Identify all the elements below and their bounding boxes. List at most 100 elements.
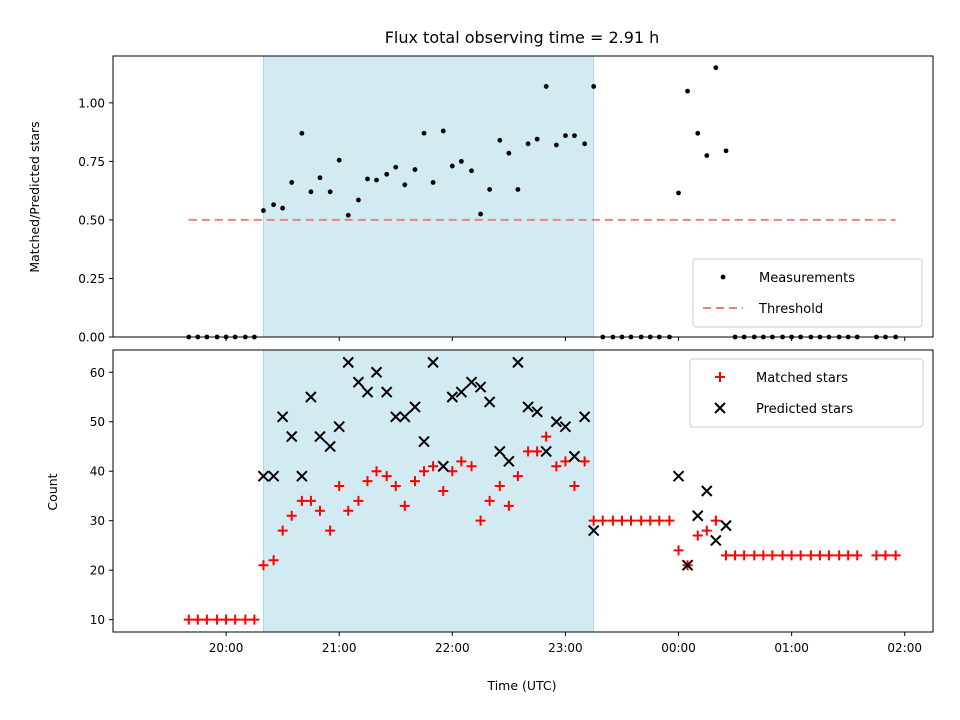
bottom-series-1-point	[352, 376, 365, 388]
bottom-legend-label: Matched stars	[756, 371, 848, 386]
bottom-legend: Matched stars Predicted stars	[689, 358, 924, 428]
bottom-series-1-point	[381, 386, 393, 398]
bottom-series-1-point	[370, 366, 383, 378]
top-series-0-point	[440, 128, 446, 134]
x-tick-label: 22:00	[435, 641, 470, 655]
bottom-series-0-point	[286, 510, 297, 521]
top-y-tick-label: 0.00	[78, 331, 105, 345]
bottom-series-1-point	[267, 470, 280, 482]
bottom-series-0-point	[532, 446, 543, 457]
bottom-series-1-point	[390, 411, 402, 423]
top-series-0-point	[704, 153, 710, 158]
bottom-series-1-point	[465, 376, 478, 388]
bottom-series-0-point	[183, 614, 194, 625]
bottom-series-0-point	[296, 495, 307, 506]
bottom-series-1-point	[361, 386, 374, 398]
bottom-series-0-point	[512, 471, 523, 482]
bottom-series-0-point	[343, 505, 354, 516]
top-series-0-point	[402, 182, 408, 188]
x-tick-label: 01:00	[774, 641, 809, 655]
bottom-series-1-point	[531, 406, 543, 418]
bottom-series-0-point	[880, 550, 891, 561]
bottom-series-1-point	[503, 455, 515, 468]
bottom-series-1-point	[559, 420, 572, 433]
bottom-series-0-point	[551, 461, 562, 472]
top-legend-label: Threshold	[758, 302, 823, 317]
bottom-series-0-point	[456, 456, 467, 467]
bottom-series-0-point	[314, 505, 325, 516]
top-legend-label: Measurements	[759, 271, 855, 286]
x-tick-label: 21:00	[322, 641, 357, 655]
bottom-series-0-point	[852, 550, 863, 561]
bottom-series-1-point	[296, 470, 308, 482]
bottom-series-0-point	[805, 550, 816, 561]
bottom-series-1-point	[701, 485, 713, 497]
bottom-series-0-point	[390, 481, 401, 492]
bottom-series-1-point	[276, 411, 289, 423]
top-series-0-point	[261, 208, 266, 213]
bottom-series-0-point	[786, 550, 797, 561]
top-series-0-point	[723, 148, 729, 154]
top-series-0-point	[271, 202, 277, 208]
bottom-series-0-point	[701, 525, 712, 536]
top-series-0-point	[384, 171, 390, 177]
bottom-series-0-point	[890, 550, 901, 561]
bottom-series-1-point	[285, 430, 298, 443]
top-series-0-point	[695, 130, 701, 136]
bottom-series-0-point	[466, 461, 477, 472]
bottom-series-0-point	[249, 614, 260, 625]
top-panel: 0.00 0.25 0.50 0.75 1.00 Measurements Threshol…	[78, 55, 934, 345]
top-series-0-point	[430, 180, 436, 185]
bottom-series-0-point	[664, 515, 675, 526]
top-y-tick-label: 0.25	[78, 272, 105, 286]
bottom-legend-label: Predicted stars	[756, 402, 853, 417]
x-tick-label: 20:00	[209, 641, 244, 655]
bottom-series-0-point	[230, 614, 241, 625]
top-legend: Measurements Threshold	[692, 258, 923, 328]
top-series-0-point	[299, 130, 305, 136]
bottom-series-0-point	[843, 550, 854, 561]
bottom-series-0-point	[597, 515, 608, 526]
bottom-series-0-point	[777, 550, 788, 561]
top-series-0-point	[317, 175, 323, 181]
bottom-y-tick-label: 50	[90, 415, 105, 429]
bottom-series-0-point	[305, 495, 316, 506]
top-series-0-point	[685, 88, 690, 94]
bottom-series-0-point	[739, 550, 750, 561]
bottom-y-tick-label: 10	[90, 613, 105, 627]
bottom-series-0-point	[494, 481, 505, 492]
top-series-0-point	[553, 142, 559, 148]
x-axis-label: Time (UTC)	[486, 678, 556, 693]
bottom-series-0-point	[362, 476, 373, 487]
top-series-0-point	[506, 150, 512, 156]
bottom-series-0-point	[475, 515, 486, 526]
bottom-series-0-point	[334, 481, 345, 492]
bottom-legend-marker-0	[715, 372, 725, 382]
bottom-series-0-point	[399, 500, 410, 511]
bottom-series-0-point	[419, 466, 430, 477]
bottom-series-1-point	[540, 445, 552, 458]
top-series-0-point	[345, 212, 351, 218]
bottom-series-0-point	[636, 515, 647, 526]
bottom-series-0-point	[201, 614, 212, 625]
bottom-series-1-point	[578, 411, 591, 423]
top-legend-marker-0	[720, 274, 726, 280]
bottom-series-0-point	[588, 515, 599, 526]
bottom-series-0-point	[730, 550, 741, 561]
bottom-series-0-point	[626, 515, 637, 526]
bottom-y-tick-label: 40	[90, 465, 105, 479]
x-tick-label: 00:00	[661, 641, 696, 655]
bottom-series-0-point	[814, 550, 825, 561]
bottom-series-0-point	[258, 560, 269, 571]
bottom-series-0-point	[758, 550, 769, 561]
bottom-series-0-point	[673, 545, 684, 556]
bottom-series-0-point	[221, 614, 232, 625]
x-tick-label: 02:00	[887, 641, 922, 655]
bottom-series-0-point	[607, 515, 618, 526]
top-series-0-point	[497, 137, 503, 143]
bottom-series-0-point	[192, 614, 203, 625]
bottom-series-0-point	[654, 515, 665, 526]
bottom-series-1-point	[483, 396, 496, 408]
top-y-tick-label: 0.75	[78, 155, 105, 169]
